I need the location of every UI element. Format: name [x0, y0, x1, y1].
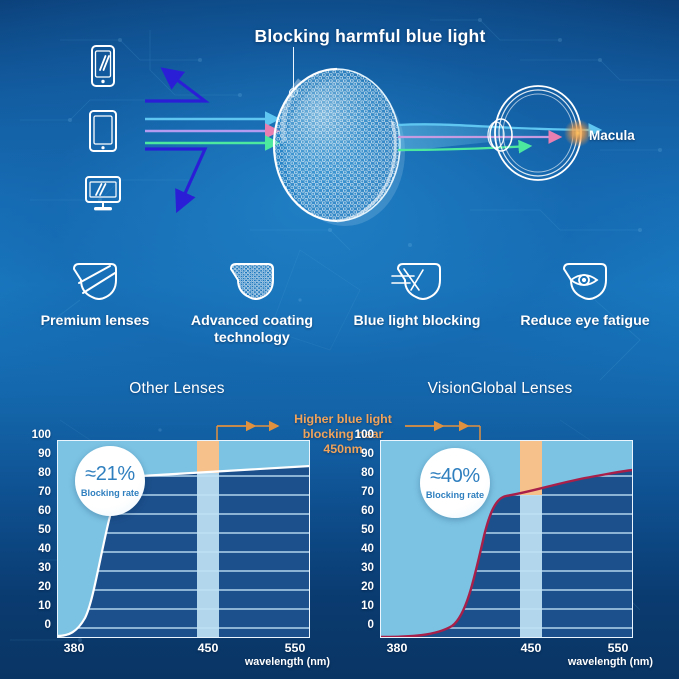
transmission-curve: [378, 468, 635, 639]
blue-light-block-icon: [332, 258, 502, 306]
feature-label: Blue light blocking: [353, 313, 481, 329]
plot-area: ≈40% Blocking rate: [378, 439, 635, 639]
smartphone-icon: [86, 43, 120, 89]
premium-lens-icon: [10, 258, 180, 306]
chart-other-lenses: Other Lenses 100 90 80 70 60 50 40 30 20…: [22, 380, 332, 670]
chart-title: Other Lenses: [129, 380, 225, 397]
orange-blocking-band: [197, 440, 219, 473]
tablet-icon: [86, 108, 120, 154]
hero-title: Blocking harmful blue light: [254, 26, 486, 46]
blocking-rate-value: ≈21%: [85, 462, 135, 485]
feature-label: Premium lenses: [40, 313, 150, 329]
orange-blocking-band: [520, 440, 542, 495]
plot-svg: [378, 439, 635, 639]
chart-title: VisionGlobal Lenses: [427, 380, 573, 397]
feature-label: Reduce eye fatigue: [520, 313, 650, 329]
x-axis-labels: 380 450 550: [63, 641, 306, 655]
blue-light-lens: [272, 67, 405, 226]
coating-mesh-icon: [167, 258, 337, 306]
feature-item-reduce-eye-fatigue: Reduce eye fatigue: [500, 258, 670, 330]
feature-item-premium-lenses: Premium lenses: [10, 258, 180, 330]
features-row: Premium lenses Advanced coating technolo…: [0, 258, 679, 350]
optics-diagram: [145, 67, 603, 226]
annotation-text: Higher blue light blocking near 450nm: [294, 412, 392, 457]
y-axis-labels: 100 90 80 70 60 50 40 30 20 10 0: [354, 428, 374, 631]
blocking-rate-value: ≈40%: [430, 464, 480, 487]
x-axis-labels: 380 450 550: [386, 641, 629, 655]
feature-item-advanced-coating: Advanced coating technology: [167, 258, 337, 347]
blocking-rate-badge: ≈40% Blocking rate: [420, 448, 490, 518]
chart-visionglobal-lenses: VisionGlobal Lenses 100 90 80 70 60 50 4…: [345, 380, 655, 670]
monitor-icon: [83, 172, 123, 218]
highlight-band-450: [197, 440, 219, 638]
blocking-rate-badge: ≈21% Blocking rate: [75, 446, 145, 516]
feature-item-blue-light-blocking: Blue light blocking: [332, 258, 502, 330]
x-axis-title: wavelength (nm): [244, 656, 330, 668]
callout-leader-line: [293, 47, 294, 91]
blocking-rate-caption: Blocking rate: [80, 487, 140, 498]
eye-fatigue-icon: [500, 258, 670, 306]
eye-diagram: [487, 85, 592, 181]
plot-area: ≈21% Blocking rate: [55, 439, 312, 639]
blocked-ray-arrows: [145, 67, 210, 214]
x-axis-title: wavelength (nm): [567, 656, 653, 668]
feature-label: Advanced coating technology: [190, 313, 314, 346]
macula-label: Macula: [589, 128, 635, 143]
blocking-rate-caption: Blocking rate: [425, 489, 485, 500]
y-axis-labels: 100 90 80 70 60 50 40 30 20 10 0: [31, 428, 51, 631]
